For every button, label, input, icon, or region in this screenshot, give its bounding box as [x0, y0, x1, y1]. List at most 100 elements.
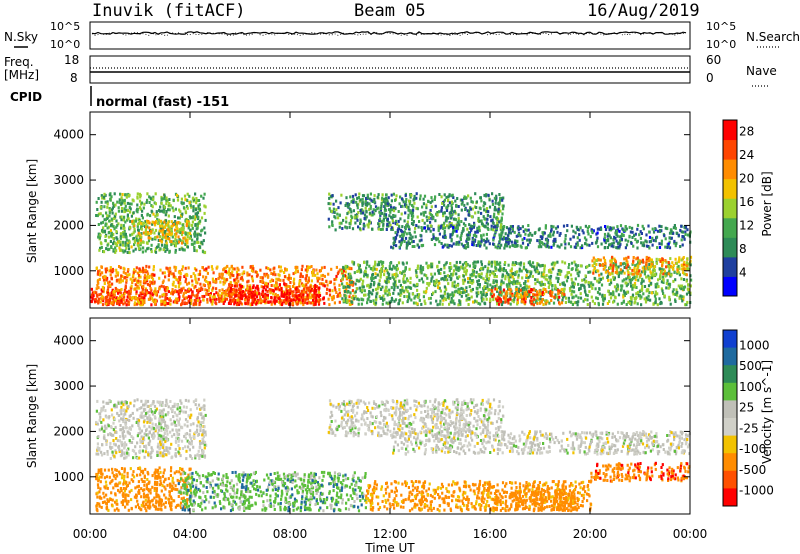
power-cell — [581, 244, 584, 248]
power-cell — [450, 206, 453, 210]
power-cell — [471, 225, 474, 228]
power-cell — [591, 230, 594, 234]
power-cell — [147, 291, 150, 295]
power-cell — [332, 296, 335, 300]
power-cell — [584, 280, 587, 284]
power-cell — [444, 226, 447, 230]
power-cell — [145, 219, 149, 223]
power-cell — [249, 284, 252, 288]
power-cell — [470, 279, 473, 282]
power-cell — [279, 300, 282, 304]
power-cell — [464, 244, 467, 247]
power-cell — [238, 287, 241, 291]
power-cell — [482, 233, 485, 237]
power-cell — [217, 292, 220, 296]
power-cell — [448, 266, 451, 270]
power-cell — [440, 195, 443, 199]
power-cell — [451, 231, 454, 235]
power-cell — [369, 282, 372, 286]
power-cell — [110, 231, 113, 235]
power-cell — [153, 201, 156, 205]
power-cell — [622, 262, 625, 266]
power-cell — [440, 224, 443, 228]
power-cell — [148, 265, 151, 269]
power-cell — [330, 295, 333, 299]
power-cell — [244, 295, 247, 299]
power-cell — [644, 239, 647, 243]
power-cell — [299, 275, 302, 279]
power-cell — [656, 229, 660, 233]
power-cell — [550, 270, 553, 274]
power-cell — [510, 269, 513, 273]
power-cell — [174, 228, 177, 232]
power-cell — [304, 301, 307, 305]
power-cell — [120, 215, 123, 219]
power-cell — [542, 242, 545, 246]
power-cell — [483, 224, 486, 228]
power-cell — [100, 194, 103, 198]
power-cell — [117, 206, 120, 210]
power-cell — [245, 288, 248, 292]
power-cell — [207, 265, 210, 269]
power-cell — [107, 281, 110, 285]
power-cell — [477, 274, 480, 278]
power-cell — [311, 273, 314, 277]
power-cell — [549, 232, 552, 236]
power-cell — [415, 192, 418, 196]
power-cell — [139, 283, 142, 287]
power-cell — [115, 230, 118, 233]
power-cell — [165, 286, 168, 290]
power-cell — [612, 238, 615, 241]
power-cell — [150, 204, 153, 207]
power-cell — [264, 294, 267, 298]
power-cell — [233, 267, 236, 271]
power-cell — [654, 297, 657, 301]
power-cell — [183, 248, 186, 252]
power-cell — [522, 265, 526, 269]
power-cell — [224, 266, 227, 270]
power-cell — [333, 278, 336, 282]
power-cell — [631, 230, 634, 234]
power-cell — [134, 287, 137, 291]
power-cell — [122, 226, 125, 230]
power-cell — [499, 196, 502, 200]
power-cell — [224, 270, 228, 274]
power-cell — [674, 278, 677, 282]
power-cell — [591, 241, 594, 245]
power-cell — [148, 201, 151, 204]
power-cell — [139, 291, 142, 295]
power-cell — [586, 294, 589, 298]
power-cell — [211, 302, 214, 306]
power-cell — [581, 283, 584, 287]
power-cell — [126, 218, 129, 222]
power-cell — [457, 205, 460, 208]
power-cell — [99, 272, 102, 276]
power-cell — [433, 198, 436, 201]
power-cell — [296, 270, 299, 274]
power-cell — [397, 302, 400, 306]
power-cell — [566, 229, 569, 233]
power-cell — [293, 277, 296, 281]
power-cell — [171, 206, 174, 210]
power-cell — [523, 236, 526, 240]
power-cell — [394, 206, 397, 210]
power-cell — [489, 297, 492, 301]
power-cell — [461, 200, 464, 204]
power-cell — [252, 284, 255, 288]
power-cell — [147, 246, 150, 250]
power-cell — [188, 222, 191, 226]
power-cell — [194, 215, 197, 219]
power-cell — [665, 281, 668, 285]
power-region — [227, 282, 329, 307]
power-cell — [389, 203, 392, 207]
power-cell — [377, 193, 380, 197]
power-cell — [475, 260, 478, 264]
power-cell — [580, 264, 583, 268]
power-cell — [662, 292, 665, 295]
power-cell — [135, 302, 139, 306]
power-cell — [125, 208, 128, 212]
power-cell — [204, 231, 207, 235]
power-cell — [668, 267, 671, 271]
power-cell — [465, 294, 468, 298]
power-cell — [499, 267, 502, 271]
